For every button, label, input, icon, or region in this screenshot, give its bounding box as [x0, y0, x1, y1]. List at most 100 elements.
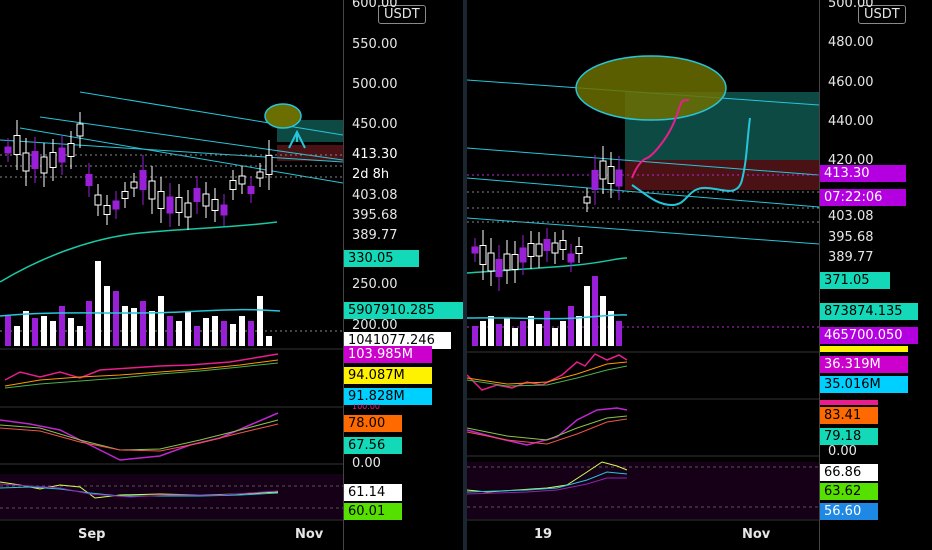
candle-body [49, 152, 57, 168]
volume-bar [122, 306, 128, 346]
candle-body [202, 193, 210, 207]
volume-bar [608, 311, 614, 346]
candle-body [543, 239, 551, 251]
right-ind1-color-strip [820, 346, 908, 352]
volume-bar [5, 316, 11, 346]
left-ind2-badge-a: 78.00 [344, 415, 402, 432]
right-last-price-badge: 413.30 [820, 165, 906, 182]
left-tick: 403.08 [352, 188, 398, 203]
volume-bar [131, 308, 137, 346]
volume-bar [59, 306, 65, 346]
right-currency-button[interactable]: USDT [858, 5, 906, 24]
volume-bar [584, 286, 590, 346]
candle-body [166, 196, 174, 214]
left-plot-area[interactable] [0, 0, 343, 550]
left-last-price-badge: 413.30 [344, 146, 402, 163]
volume-bar [616, 321, 622, 346]
right-ind1-badge-b: 35.016M [820, 376, 908, 393]
candle-body [265, 155, 273, 175]
candle-body [495, 259, 503, 277]
candle-body [559, 240, 567, 250]
volume-bar [23, 311, 29, 346]
candle-body [599, 160, 607, 180]
candle-body [535, 243, 543, 257]
candle-body [139, 170, 147, 190]
volume-bar [568, 306, 574, 346]
volume-bar [592, 276, 598, 346]
right-tick: 500.00 [828, 0, 874, 11]
candle-body [247, 186, 255, 194]
left-chart-pane[interactable]: Sep Nov USDT 600.00 550.00 500.00 450.00… [0, 0, 466, 550]
right-volume-bars [472, 276, 622, 346]
volume-bar [77, 326, 83, 346]
volume-bar [560, 321, 566, 346]
left-tick: 500.00 [352, 77, 398, 92]
right-candles [471, 146, 623, 291]
candle-body [211, 199, 219, 211]
volume-bar [176, 321, 182, 346]
candle-body [229, 180, 237, 190]
right-plot-area[interactable] [467, 0, 819, 550]
right-ind1-badge-a: 36.319M [820, 356, 908, 373]
volume-bar [185, 311, 191, 346]
candle-body [238, 175, 246, 185]
candle-body [220, 204, 228, 216]
candle-body [175, 197, 183, 213]
volume-bar [212, 316, 218, 346]
candle-body [148, 180, 156, 200]
volume-bar [50, 321, 56, 346]
left-tick: 450.00 [352, 117, 398, 132]
volume-bar [576, 316, 582, 346]
left-tick: 600.00 [352, 0, 398, 11]
volume-bar [480, 321, 486, 346]
volume-bar [552, 328, 558, 346]
pane-divider[interactable] [463, 0, 467, 550]
volume-bar [203, 318, 209, 346]
volume-bar [239, 316, 245, 346]
volume-bar [520, 321, 526, 346]
candle-body [112, 200, 120, 210]
left-ind1-badge-c: 91.828M [344, 388, 432, 405]
volume-bar [41, 316, 47, 346]
volume-bar [14, 326, 20, 346]
left-volume-badge: 5907910.285 [344, 302, 464, 319]
candle-body [615, 169, 623, 187]
volume-bar [221, 321, 227, 346]
right-price-axis[interactable]: USDT 500.00 480.00 460.00 440.00 420.00 … [819, 0, 932, 550]
left-volume-badge-2: 1041077.246 [344, 332, 451, 349]
volume-bar [248, 321, 254, 346]
left-x-label-sep: Sep [78, 527, 106, 542]
left-tick: 0.00 [352, 456, 381, 471]
candle-body [76, 123, 84, 137]
candle-body [511, 254, 519, 270]
candle-body [575, 246, 583, 254]
volume-bar [104, 286, 110, 346]
candle-body [121, 191, 129, 199]
left-currency-button[interactable]: USDT [378, 5, 426, 24]
volume-bar [113, 291, 119, 346]
right-ind3-badge-b: 63.62 [820, 483, 878, 500]
left-ind2-badge-b: 67.56 [344, 437, 402, 454]
volume-bar [512, 328, 518, 346]
candle-body [193, 188, 201, 202]
candle-body [40, 156, 48, 174]
volume-bar [536, 324, 542, 346]
left-tick: 389.77 [352, 228, 398, 243]
candle-body [583, 196, 591, 204]
right-tick: 395.68 [828, 230, 874, 245]
right-chart-pane[interactable]: 19 Nov USDT 500.00 480.00 460.00 440.00 … [467, 0, 932, 550]
volume-bar [230, 324, 236, 346]
right-ma-badge: 371.05 [820, 272, 890, 289]
volume-bar [167, 316, 173, 346]
volume-bar [472, 326, 478, 346]
right-x-label-19: 19 [534, 527, 553, 542]
left-price-axis[interactable]: USDT 600.00 550.00 500.00 450.00 413.30 … [343, 0, 466, 550]
candle-body [4, 146, 12, 154]
candle-body [130, 181, 138, 189]
volume-bar [528, 316, 534, 346]
volume-bar [140, 301, 146, 346]
left-tick: 395.68 [352, 208, 398, 223]
candle-body [471, 246, 479, 254]
volume-bar [158, 296, 164, 346]
candle-body [519, 247, 527, 263]
